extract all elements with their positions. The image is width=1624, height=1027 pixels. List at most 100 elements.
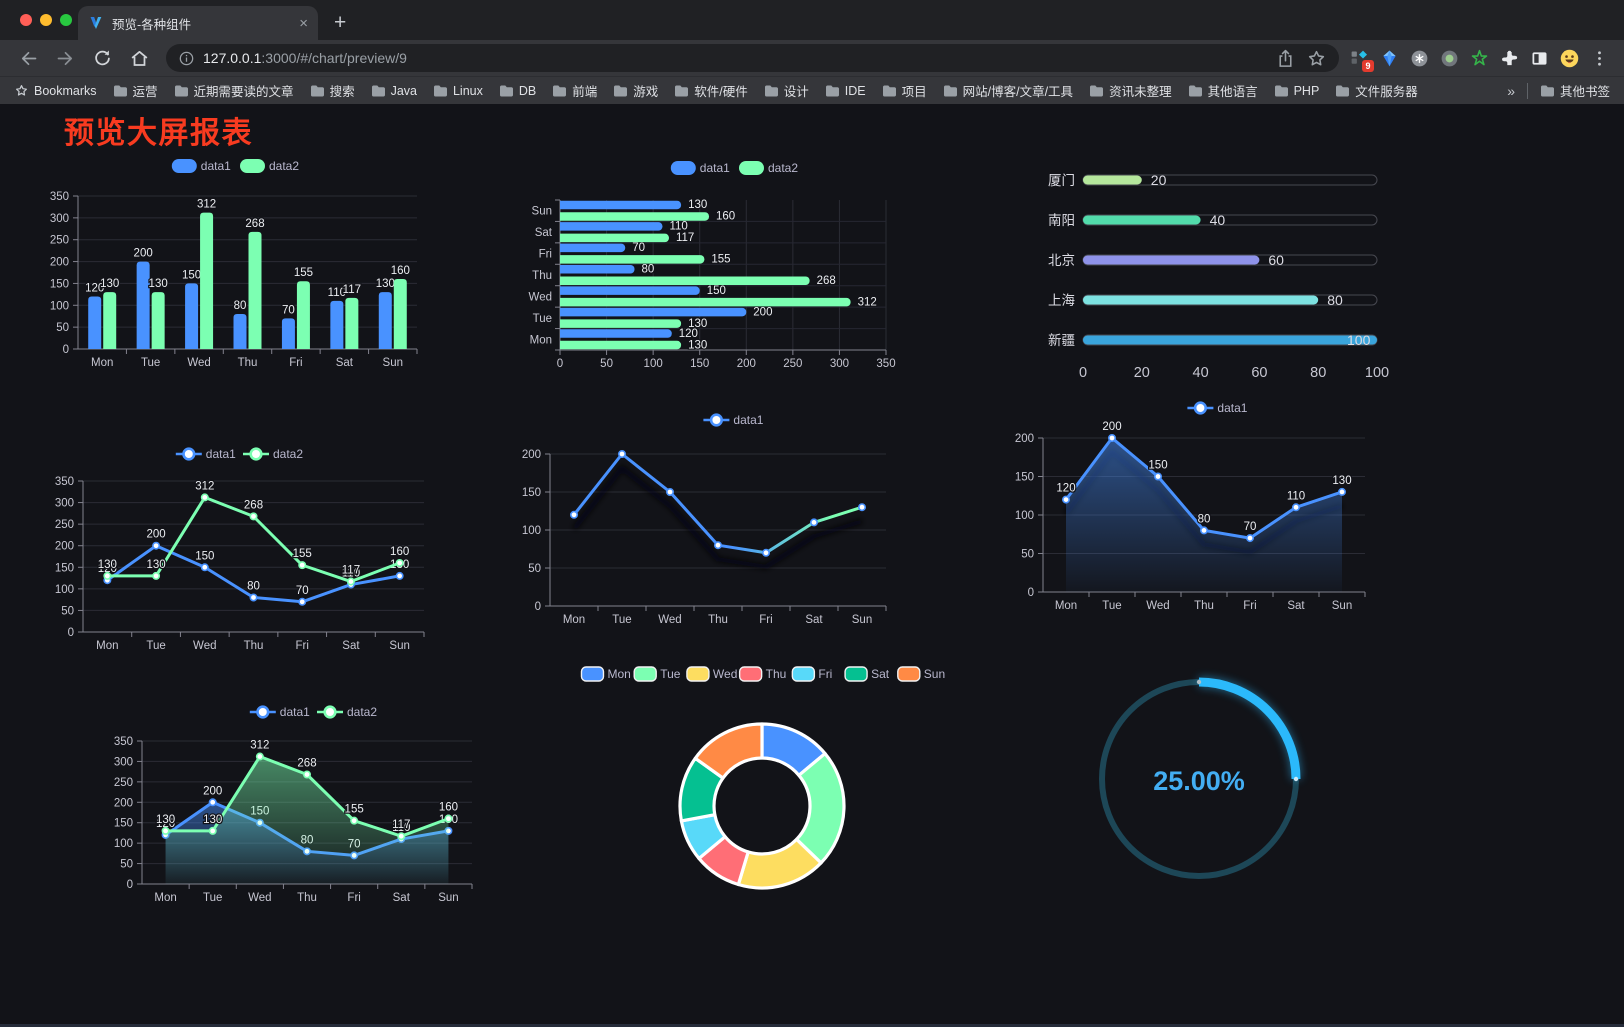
svg-text:312: 312 [195, 480, 214, 492]
svg-text:40: 40 [1193, 365, 1209, 381]
city-progress-canvas: 厦门 20 南阳 40 北京 60 上海 80 新疆 100 0 20 40 60 80 100 [1048, 172, 1389, 381]
svg-text:20: 20 [1134, 365, 1150, 381]
page-title: 预览大屏报表 [64, 117, 253, 150]
svg-text:data1: data1 [206, 447, 236, 461]
svg-text:268: 268 [817, 275, 836, 287]
folder-icon [943, 85, 957, 97]
svg-text:Sat: Sat [342, 640, 360, 652]
svg-text:150: 150 [1148, 460, 1167, 472]
window-zoom-button[interactable] [60, 14, 72, 26]
svg-text:Wed: Wed [1146, 600, 1169, 612]
url-host: 127.0.0.1 [203, 50, 262, 66]
svg-text:150: 150 [690, 358, 709, 370]
chart-percent-gauge[interactable]: 25.00% [1096, 676, 1302, 882]
svg-text:155: 155 [711, 254, 730, 266]
bookmarks-overflow-chevron[interactable]: » [1507, 82, 1515, 99]
bookmark-folder[interactable]: 软件/硬件 [674, 81, 748, 100]
svg-text:80: 80 [247, 580, 260, 592]
window-close-button[interactable] [20, 14, 32, 26]
svg-text:Sat: Sat [336, 357, 354, 369]
svg-text:80: 80 [642, 264, 655, 276]
extension-grid-icon[interactable]: 9 [1349, 48, 1374, 72]
bookmark-folder[interactable]: 资讯未整理 [1089, 81, 1172, 100]
gem-extension-icon[interactable] [1379, 48, 1400, 69]
svg-text:100: 100 [1347, 332, 1371, 348]
bookmark-folder[interactable]: 其他语言 [1188, 81, 1258, 100]
back-icon[interactable] [18, 48, 39, 69]
home-icon[interactable] [129, 48, 150, 69]
svg-text:Tue: Tue [141, 357, 160, 369]
svg-text:data1: data1 [700, 161, 730, 175]
dot-circle-extension-icon[interactable] [1439, 48, 1460, 69]
bookmark-folder[interactable]: Linux [433, 81, 483, 100]
browser-chrome: 预览-各种组件 × + 127.0.0.1:3000/#/chart/previ… [0, 0, 1624, 104]
bookmark-folder[interactable]: 设计 [764, 81, 809, 100]
area-line-canvas: 0 50 100 150 200 Mon Tue Wed Thu Fri Sat Sun 120 200 1… [1015, 401, 1366, 612]
menu-kebab-icon[interactable] [1589, 48, 1610, 69]
svg-text:Mon: Mon [1055, 600, 1077, 612]
bookmark-folder[interactable]: 游戏 [613, 81, 658, 100]
chart-grouped-horizontal-bar[interactable]: 0 50 100 150 200 250 300 350 Sun Sat Fri Thu Wed Tue M… [500, 150, 896, 376]
svg-text:Thu: Thu [244, 640, 264, 652]
green-star-extension-icon[interactable] [1469, 48, 1490, 69]
svg-text:Tue: Tue [533, 313, 552, 325]
svg-text:南阳: 南阳 [1048, 213, 1075, 228]
svg-text:Mon: Mon [91, 357, 113, 369]
chart-weekday-donut[interactable]: Mon Tue Wed Thu Fri Sat Sun [560, 656, 964, 896]
svg-text:120: 120 [156, 818, 175, 830]
bookmark-folder[interactable]: 前端 [552, 81, 597, 100]
svg-text:0: 0 [1079, 365, 1087, 381]
svg-text:Mon: Mon [607, 667, 630, 681]
page-info-icon[interactable] [178, 50, 195, 67]
bookmark-folder[interactable]: DB [499, 81, 536, 100]
svg-text:Tue: Tue [203, 892, 222, 904]
other-bookmarks-label: 其他书签 [1559, 85, 1610, 99]
bookmark-folder[interactable]: 搜索 [310, 81, 355, 100]
svg-text:Thu: Thu [708, 614, 728, 626]
profile-avatar[interactable] [1559, 48, 1580, 69]
folder-icon [1188, 85, 1202, 97]
tab-close-icon[interactable]: × [299, 14, 308, 32]
folder-icon [553, 85, 567, 97]
other-bookmarks-folder[interactable]: 其他书签 [1540, 81, 1610, 100]
svg-text:70: 70 [282, 304, 295, 316]
svg-text:Fri: Fri [296, 640, 309, 652]
bookmark-folder[interactable]: 项目 [882, 81, 927, 100]
chart-two-series-area-line[interactable]: 0 50 100 150 200 250 300 350 Mon Tue Wed Thu Fri Sat S… [104, 696, 486, 912]
new-tab-button[interactable]: + [334, 11, 347, 34]
browser-tab[interactable]: 预览-各种组件 × [78, 6, 318, 40]
bookmark-folder[interactable]: 网站/博客/文章/工具 [943, 81, 1073, 100]
asterisk-circle-extension-icon[interactable] [1409, 48, 1430, 69]
bookmark-star-icon[interactable] [1306, 48, 1327, 69]
address-bar[interactable]: 127.0.0.1:3000/#/chart/preview/9 [166, 44, 1339, 72]
chart-area-line[interactable]: 0 50 100 150 200 Mon Tue Wed Thu Fri Sat Sun 120 200 1… [990, 392, 1375, 612]
svg-text:100: 100 [50, 300, 69, 312]
bookmark-folders: 运营 近期需要读的文章 搜索 Java Linux DB 前端 游戏 软件/硬件 设计 IDE 项目网… [113, 81, 1418, 100]
bookmark-folder[interactable]: 运营 [113, 81, 158, 100]
bookmark-folder[interactable]: IDE [825, 81, 866, 100]
window-minimize-button[interactable] [40, 14, 52, 26]
bookmark-folder[interactable]: 文件服务器 [1335, 81, 1418, 100]
svg-text:110: 110 [342, 568, 360, 580]
bookmark-folder[interactable]: 近期需要读的文章 [174, 81, 294, 100]
star-icon [16, 85, 27, 96]
svg-text:Fri: Fri [759, 614, 772, 626]
bookmarks-manager-item[interactable]: Bookmarks [14, 83, 97, 98]
chart-gradient-line[interactable]: 0 50 100 150 200 Mon Tue Wed Thu Fri Sat Sun data1 [502, 402, 892, 628]
bookmark-folder[interactable]: PHP [1274, 81, 1319, 100]
svg-text:150: 150 [707, 285, 726, 297]
svg-text:70: 70 [632, 242, 645, 254]
two-series-line-canvas: 0 50 100 150 200 250 300 350 Mon Tue Wed Thu Fri Sat S… [55, 447, 425, 652]
svg-text:Wed: Wed [248, 892, 271, 904]
svg-text:268: 268 [297, 758, 316, 770]
chart-two-series-line[interactable]: 0 50 100 150 200 250 300 350 Mon Tue Wed Thu Fri Sat S… [44, 440, 436, 656]
extension-badge: 9 [1362, 59, 1374, 72]
chart-grouped-bar[interactable]: 0 50 100 150 200 250 300 350 Mon Tue Wed Thu Fri Sat S… [40, 146, 432, 372]
share-icon[interactable] [1275, 48, 1296, 69]
forward-icon[interactable] [55, 48, 76, 69]
bookmark-folder[interactable]: Java [371, 81, 417, 100]
puzzle-extensions-icon[interactable] [1499, 48, 1520, 69]
side-panel-icon[interactable] [1529, 48, 1550, 69]
reload-icon[interactable] [92, 48, 113, 69]
chart-city-progress[interactable]: 厦门 20 南阳 40 北京 60 上海 80 新疆 100 0 20 40 60 80 100 [1000, 156, 1392, 388]
